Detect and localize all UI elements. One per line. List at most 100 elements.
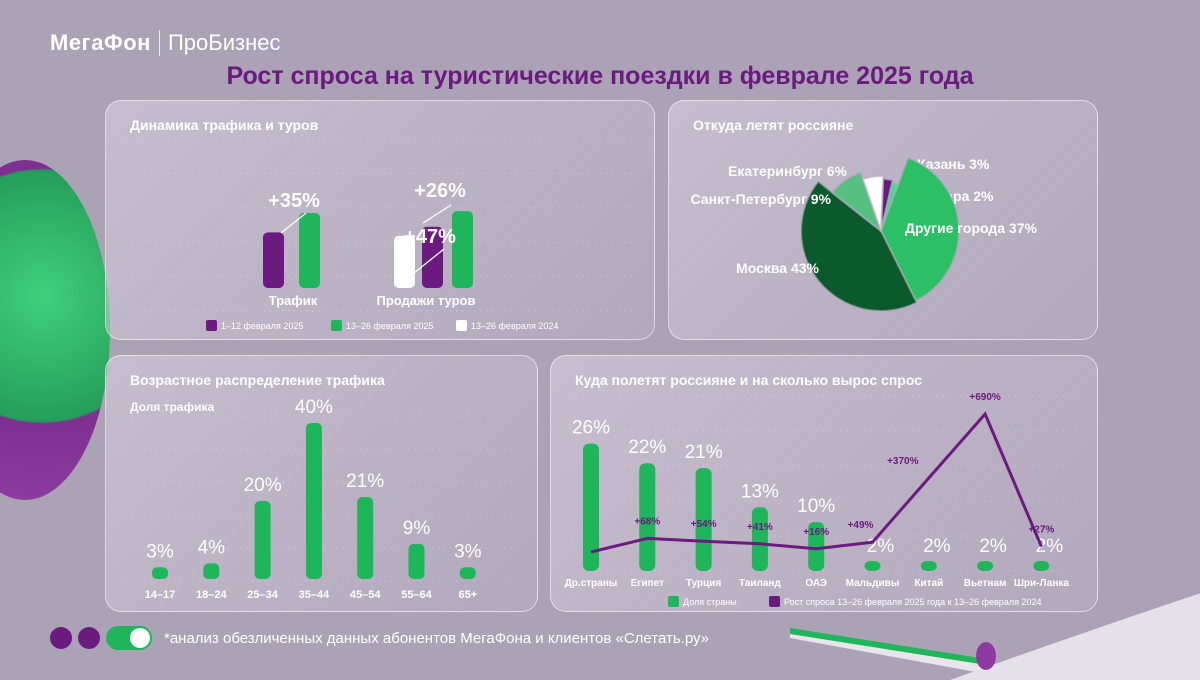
bar <box>305 423 322 579</box>
data-label: 40% <box>295 397 333 418</box>
pie-slice <box>879 156 960 303</box>
bar <box>695 468 712 571</box>
data-label: 9% <box>403 518 431 539</box>
legend-swatch <box>331 320 342 331</box>
airplane-illustration <box>790 593 1200 680</box>
age-bar-chart: 3% 14–17 4% 18–24 20% 25–34 40% 35–44 21% 45–54 9%… <box>126 397 519 601</box>
tick-label: 18–24 <box>196 589 227 601</box>
data-label: 26% <box>572 418 610 439</box>
data-label: 2% <box>923 536 951 557</box>
bar <box>583 443 599 571</box>
tick-label: Турция <box>686 578 722 589</box>
legend-swatch <box>206 320 217 331</box>
line-label: +27% <box>1028 525 1054 536</box>
destinations-chart: 26% Др.страны 22% Египет 21% Турция 13% Таиланд… <box>565 392 1079 607</box>
growth-arrow-icon <box>280 212 307 234</box>
legend-swatch <box>668 596 679 607</box>
line-label: +370% <box>887 456 919 467</box>
growth-label: +47% <box>404 226 456 248</box>
bar <box>864 561 881 571</box>
data-label: 20% <box>244 475 282 496</box>
tick-label: Вьетнам <box>964 578 1007 589</box>
legend-label: 13–26 февраля 2025 <box>346 321 433 331</box>
slice-label: Санкт-Петербург 9% <box>691 191 832 207</box>
bar <box>459 567 476 579</box>
tick-label: 55–64 <box>401 589 432 601</box>
bar <box>254 501 271 579</box>
line-label: +690% <box>969 392 1001 403</box>
tick-label: Др.страны <box>565 578 618 589</box>
slice-label: Другие города 37% <box>905 220 1037 236</box>
legend-label: 1–12 февраля 2025 <box>221 321 303 331</box>
slice-label: Москва 43% <box>736 260 819 276</box>
pie-slice <box>861 175 885 232</box>
footer: *анализ обезличенных данных абонентов Ме… <box>50 626 709 650</box>
panel-title: Куда полетят россияне и на сколько вырос… <box>575 372 922 388</box>
origin-panel: Откуда летят россияне Казань 3% Самара 2%… <box>668 100 1098 340</box>
data-label: 10% <box>797 496 835 517</box>
bar <box>263 232 284 288</box>
origin-pie-chart: Казань 3%Самара 2%Другие города 37%Москв… <box>691 156 1037 312</box>
category-label: Трафик <box>269 293 318 308</box>
line-label: +68% <box>634 516 660 527</box>
legend-label: Рост спроса 13–26 февраля 2025 года к 13… <box>784 597 1041 607</box>
destinations-panel: Куда полетят россияне и на сколько вырос… <box>550 355 1098 612</box>
tick-label: ОАЭ <box>805 578 827 589</box>
footnote: *анализ обезличенных данных абонентов Ме… <box>164 629 710 647</box>
bar <box>299 212 320 288</box>
bar <box>808 522 825 571</box>
bar <box>452 211 473 288</box>
data-label: 3% <box>454 541 482 562</box>
globe-illustration <box>0 160 110 500</box>
tick-label: Китай <box>914 578 943 589</box>
line-label: +49% <box>848 520 874 531</box>
tick-label: 35–44 <box>299 589 330 601</box>
bar <box>357 497 374 579</box>
category-label: Продажи туров <box>377 293 476 308</box>
tick-label: 65+ <box>458 589 477 601</box>
growth-line <box>590 411 1043 554</box>
bar <box>920 561 937 571</box>
growth-arrow-icon <box>403 248 445 282</box>
data-label: 4% <box>198 537 226 558</box>
brand-sub: ПроБизнес <box>167 30 281 55</box>
traffic-tours-chart: Трафик Продажи туров +35% +26% +47% 1–12 февр… <box>126 138 636 331</box>
growth-arrow-icon <box>422 204 452 224</box>
data-label: 3% <box>146 541 174 562</box>
brand-toggle-icon <box>106 626 152 650</box>
tick-label: Мальдивы <box>846 578 900 589</box>
legend-label: 13–26 февраля 2024 <box>471 321 558 331</box>
logo: МегаФон ПроБизнес <box>50 30 280 56</box>
tick-label: Шри-Ланка <box>1014 578 1070 589</box>
data-label: 22% <box>628 437 666 458</box>
brand-dot <box>50 627 72 649</box>
tick-label: 25–34 <box>247 589 278 601</box>
line-label: +16% <box>803 527 829 538</box>
bar <box>1033 561 1050 571</box>
bar <box>394 235 415 288</box>
pie-slice <box>830 171 884 234</box>
data-label: 13% <box>741 481 779 502</box>
brand-name: МегаФон <box>50 30 151 55</box>
tick-label: Таиланд <box>739 578 782 589</box>
traffic-tours-panel: Динамика трафика и туров Трафик Продажи т… <box>105 100 655 340</box>
slice-label: Казань 3% <box>917 156 990 172</box>
legend-swatch <box>769 596 780 607</box>
growth-label: +35% <box>268 190 320 212</box>
legend-label: Доля страны <box>683 597 737 607</box>
data-label: 2% <box>979 536 1007 557</box>
bar <box>152 567 168 579</box>
brand-dot <box>78 627 100 649</box>
page-title: Рост спроса на туристические поездки в ф… <box>226 62 974 90</box>
data-label: 2% <box>1036 536 1064 557</box>
bar <box>639 463 656 571</box>
growth-label: +26% <box>414 180 466 202</box>
panel-title: Динамика трафика и туров <box>130 117 319 133</box>
bar <box>203 563 220 579</box>
line-label: +41% <box>747 522 773 533</box>
bar <box>977 561 994 571</box>
panel-title: Откуда летят россияне <box>693 117 854 133</box>
tick-label: Египет <box>631 578 664 589</box>
data-label: 2% <box>867 536 895 557</box>
legend-swatch <box>456 320 467 331</box>
